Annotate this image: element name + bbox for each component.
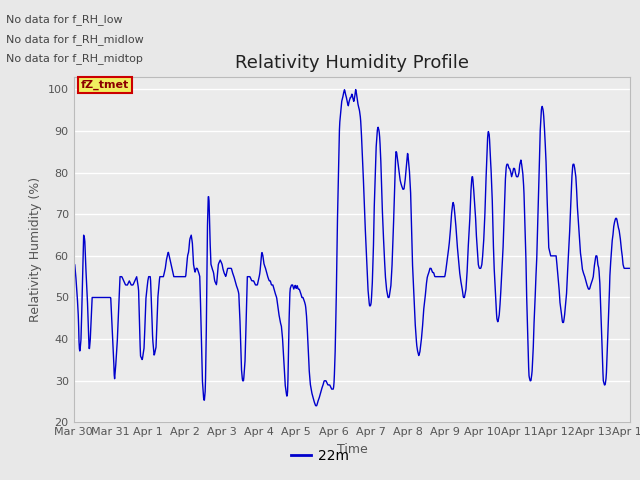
Text: fZ_tmet: fZ_tmet (81, 80, 129, 90)
X-axis label: Time: Time (337, 443, 367, 456)
Text: No data for f_RH_low: No data for f_RH_low (6, 14, 123, 25)
Text: No data for f_RH_midtop: No data for f_RH_midtop (6, 53, 143, 64)
Y-axis label: Relativity Humidity (%): Relativity Humidity (%) (29, 177, 42, 322)
Legend: 22m: 22m (285, 443, 355, 468)
Title: Relativity Humidity Profile: Relativity Humidity Profile (235, 54, 469, 72)
Text: No data for f_RH_midlow: No data for f_RH_midlow (6, 34, 144, 45)
